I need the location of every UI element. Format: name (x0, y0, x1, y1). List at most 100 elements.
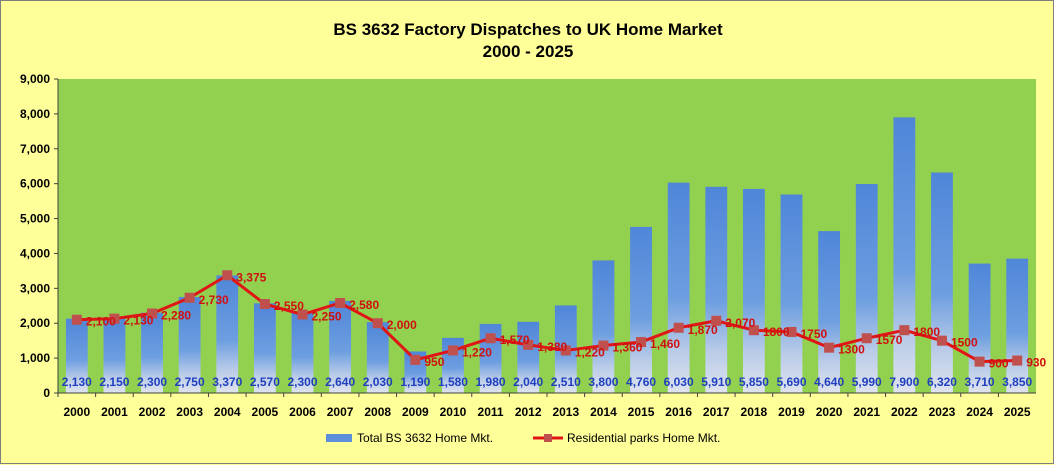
series-line (76, 273, 1018, 364)
line-data-label: 930 (1026, 356, 1046, 370)
line-data-label: 2,580 (349, 298, 379, 312)
x-tick-label: 2024 (966, 405, 993, 419)
bar-data-label: 6,030 (664, 375, 694, 389)
y-tick-label: 7,000 (20, 142, 50, 156)
line-marker (222, 270, 233, 281)
y-tick-label: 8,000 (20, 107, 50, 121)
chart-title: BS 3632 Factory Dispatches to UK Home Ma… (333, 20, 723, 39)
bar-data-label: 2,300 (287, 375, 317, 389)
bar (329, 300, 352, 393)
y-tick-label: 9,000 (20, 72, 50, 86)
bar (178, 297, 201, 393)
line-data-label: 1,870 (688, 323, 718, 337)
bar-data-label: 2,570 (250, 375, 280, 389)
bar-data-label: 6,320 (927, 375, 957, 389)
y-tick-label: 4,000 (20, 246, 50, 260)
bar (893, 117, 916, 393)
bar (253, 303, 276, 393)
bar (291, 312, 314, 393)
line-data-label: 1,460 (650, 337, 680, 351)
line-marker (711, 315, 722, 326)
bar-data-label: 1,980 (476, 375, 506, 389)
y-tick-label: 3,000 (20, 281, 50, 295)
bar-data-label: 2,300 (137, 375, 167, 389)
bar-data-label: 3,710 (965, 375, 995, 389)
line-data-label: 900 (989, 357, 1009, 371)
x-tick-label: 2019 (778, 405, 805, 419)
x-tick-label: 2009 (402, 405, 429, 419)
bar-data-label: 2,030 (363, 375, 393, 389)
x-tick-label: 2002 (139, 405, 166, 419)
line-data-label: 2,250 (312, 310, 342, 324)
line-marker (748, 325, 759, 336)
bar (366, 322, 389, 393)
line-marker (899, 325, 910, 336)
bar-data-label: 5,850 (739, 375, 769, 389)
line-data-label: 950 (424, 355, 444, 369)
line-data-label: 1,220 (462, 345, 492, 359)
x-tick-label: 2016 (665, 405, 692, 419)
bar-data-label: 2,640 (325, 375, 355, 389)
line-data-label: 1570 (876, 333, 903, 347)
line-marker (786, 326, 797, 337)
x-tick-label: 2012 (515, 405, 542, 419)
legend-bar-label: Total BS 3632 Home Mkt. (357, 431, 493, 445)
bar-data-label: 7,900 (889, 375, 919, 389)
line-series (71, 270, 1023, 367)
line-data-label: 2,000 (387, 318, 417, 332)
x-tick-label: 2000 (63, 405, 90, 419)
bar (742, 188, 765, 393)
x-tick-label: 2008 (364, 405, 391, 419)
bar-data-label: 2,040 (513, 375, 543, 389)
bar (705, 186, 728, 393)
x-tick-label: 2011 (478, 405, 504, 419)
line-marker (598, 340, 609, 351)
chart-subtitle: 2000 - 2025 (483, 42, 574, 61)
line-data-label: 3,375 (236, 270, 266, 284)
line-data-label: 1,570 (500, 333, 530, 347)
bar-data-label: 1,190 (400, 375, 430, 389)
line-data-label: 1,220 (575, 345, 605, 359)
x-tick-label: 2017 (703, 405, 730, 419)
bar-data-label: 5,690 (776, 375, 806, 389)
bar (968, 263, 991, 393)
bar (103, 317, 126, 393)
bar-data-label: 3,370 (212, 375, 242, 389)
line-marker (523, 339, 534, 350)
x-axis: 2000 2001 2002 2003 2004 2005 2006 2007 2008 2009… (57, 392, 1036, 419)
line-marker (184, 292, 195, 303)
line-marker (372, 318, 383, 329)
line-marker (673, 322, 684, 333)
line-data-label: 1750 (801, 327, 828, 341)
y-tick-label: 1,000 (20, 351, 50, 365)
bar-data-label: 5,990 (852, 375, 882, 389)
line-marker (936, 335, 947, 346)
bar-data-label: 4,760 (626, 375, 656, 389)
line-data-label: 1,360 (612, 341, 642, 355)
bar-data-label: 5,910 (701, 375, 731, 389)
x-tick-label: 2014 (590, 405, 617, 419)
bar (517, 321, 540, 393)
x-tick-label: 2025 (1004, 405, 1031, 419)
bar-series (65, 117, 1029, 393)
legend-line-marker (544, 434, 552, 442)
line-marker (861, 333, 872, 344)
line-data-label: 1500 (951, 336, 978, 350)
bar (667, 182, 690, 393)
bar-data-label: 4,640 (814, 375, 844, 389)
bar (65, 318, 88, 393)
bar-data-label: 3,850 (1002, 375, 1032, 389)
bar (404, 351, 427, 393)
line-marker (335, 297, 346, 308)
bar (1006, 258, 1029, 393)
line-data-label: 1,380 (537, 340, 567, 354)
line-marker (485, 333, 496, 344)
line-marker (1012, 355, 1023, 366)
bar-data-label: 2,150 (99, 375, 129, 389)
y-tick-label: 5,000 (20, 212, 50, 226)
y-tick-label: 6,000 (20, 177, 50, 191)
x-tick-label: 2004 (214, 405, 241, 419)
line-marker (259, 299, 270, 310)
